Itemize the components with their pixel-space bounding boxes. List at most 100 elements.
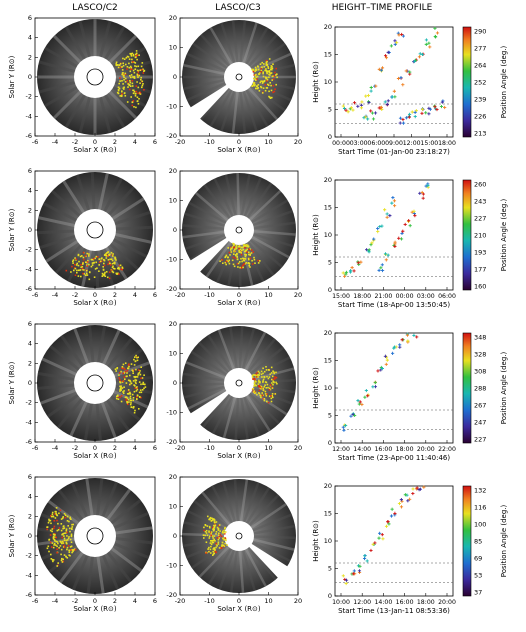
cme-point — [230, 249, 232, 251]
cme-point — [257, 370, 260, 373]
cme-point — [119, 264, 122, 267]
cme-point — [127, 56, 130, 58]
cme-point — [130, 406, 133, 408]
c3-streamer — [213, 177, 235, 218]
cme-point — [62, 546, 65, 548]
cme-point — [138, 98, 140, 100]
cme-point — [135, 50, 138, 52]
cme-point — [126, 101, 129, 103]
cme-point — [120, 400, 123, 403]
cme-point — [66, 539, 69, 541]
c2-streamer — [99, 248, 115, 286]
cme-point — [228, 259, 230, 262]
cme-point — [268, 58, 271, 60]
c3-ytick-label: -20 — [166, 591, 177, 599]
cme-point — [110, 251, 113, 254]
cme-point — [215, 546, 217, 549]
cme-point — [60, 529, 63, 532]
cme-point — [124, 362, 127, 364]
cme-point — [265, 77, 268, 80]
cme-point — [104, 275, 107, 277]
cme-point — [263, 370, 266, 373]
ht-data-point — [379, 105, 383, 109]
ht-xlabel: Start Time (18-Apr-00 13:50:45) — [338, 301, 450, 309]
c2-streamer — [75, 174, 91, 212]
c3-ytick-label: -10 — [166, 562, 177, 570]
cme-point — [110, 258, 113, 260]
cme-point — [128, 363, 130, 365]
cme-point — [142, 72, 145, 74]
cme-point — [92, 262, 95, 264]
cme-point — [66, 548, 68, 551]
ht-data-point — [386, 253, 390, 257]
c3-ytick-label: -10 — [166, 409, 177, 417]
cme-point — [80, 266, 82, 269]
c2-xtick-label: 0 — [93, 291, 97, 299]
cme-point — [59, 545, 62, 547]
c3-streamer — [238, 549, 245, 593]
cme-point — [56, 548, 58, 550]
cme-point — [235, 244, 238, 247]
ht-data-point — [341, 574, 345, 578]
c3-streamer — [182, 230, 226, 239]
ht-data-point — [393, 511, 397, 516]
c3-xtick-label: 10 — [264, 597, 272, 605]
cme-point — [137, 73, 140, 76]
cme-point — [261, 392, 263, 394]
cme-point — [71, 526, 74, 528]
cme-point — [140, 377, 142, 380]
cme-point — [204, 530, 207, 533]
cme-point — [102, 266, 104, 268]
cme-point — [127, 379, 130, 382]
cme-point — [249, 257, 252, 260]
cme-point — [216, 537, 219, 539]
cme-point — [69, 516, 71, 519]
c3-streamer — [182, 382, 226, 387]
cme-point — [139, 396, 141, 398]
cme-point — [242, 266, 244, 269]
cme-point — [86, 261, 89, 263]
cme-point — [53, 544, 55, 546]
cme-point — [215, 531, 218, 533]
cme-point — [129, 65, 132, 68]
cme-point — [261, 61, 263, 64]
ht-data-point — [412, 209, 416, 213]
cme-point — [132, 54, 135, 57]
cme-point — [70, 545, 73, 548]
ht-data-point — [371, 542, 375, 546]
cme-point — [268, 376, 271, 378]
cme-point — [220, 535, 223, 537]
cme-point — [271, 375, 274, 378]
cme-point — [70, 527, 73, 530]
cme-point — [54, 533, 56, 535]
cme-point — [68, 520, 70, 523]
c3-streamer — [250, 356, 291, 378]
cme-point — [119, 372, 121, 374]
ht-data-point — [392, 89, 396, 93]
c3-streamer — [231, 20, 239, 64]
ht-ytick-label: 5 — [328, 412, 332, 420]
c2-streamer — [112, 389, 149, 409]
cme-point — [52, 537, 55, 539]
cme-point — [270, 372, 273, 374]
cme-point — [51, 542, 54, 544]
ht-xtick-label: 18:00 — [417, 599, 435, 606]
cme-point — [252, 251, 255, 253]
c3-streamer — [251, 541, 291, 563]
ht-data-point — [341, 104, 345, 108]
cme-point — [250, 252, 253, 254]
cme-point — [118, 87, 121, 90]
cme-point — [52, 560, 54, 563]
cme-point — [75, 258, 78, 261]
c2-streamer — [54, 243, 83, 274]
cme-point — [74, 548, 77, 551]
cme-point — [76, 269, 78, 272]
cme-point — [137, 374, 139, 376]
cme-point — [135, 85, 137, 87]
c2-streamer — [112, 237, 148, 258]
c3-streamer — [249, 84, 286, 112]
cme-point — [57, 542, 59, 545]
colorbar-tick-label: 348 — [474, 334, 486, 342]
cme-point — [240, 253, 243, 256]
cme-point — [108, 271, 111, 273]
